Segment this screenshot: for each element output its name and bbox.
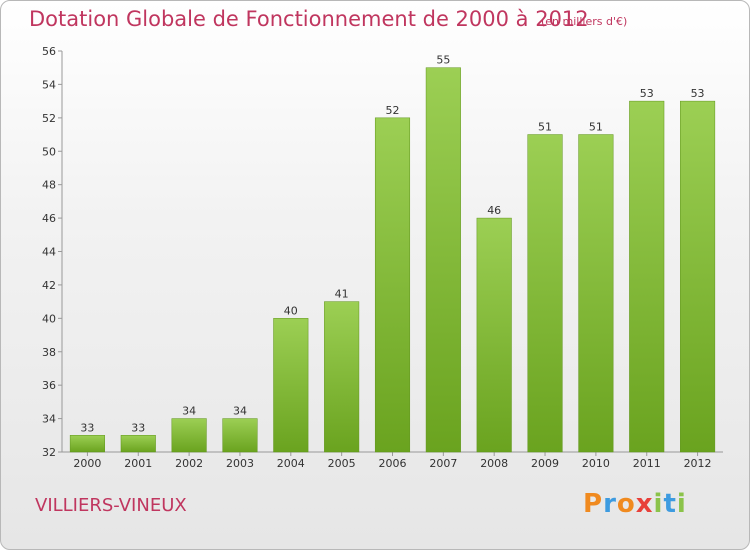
bar-2002: [171, 418, 207, 453]
data-label-2003: 34: [233, 405, 247, 418]
bar-2008: [476, 217, 512, 453]
data-label-2001: 33: [131, 421, 145, 434]
x-tick-label-2008: 2008: [480, 457, 508, 470]
x-tick-label-2010: 2010: [582, 457, 610, 470]
y-tick-label: 56: [42, 45, 56, 58]
y-tick-label: 40: [42, 312, 56, 325]
data-label-2000: 33: [80, 421, 94, 434]
y-tick-label: 42: [42, 279, 56, 292]
bar-2006: [374, 117, 411, 453]
data-label-2009: 51: [538, 121, 552, 134]
bar-2010: [578, 134, 614, 453]
bar-2003: [222, 418, 258, 453]
chart-title: Dotation Globale de Fonctionnement de 20…: [29, 7, 589, 31]
y-tick-label: 50: [42, 145, 56, 158]
chart-unit: (en milliers d'€): [541, 15, 628, 28]
y-tick-label: 46: [42, 212, 56, 225]
data-label-2011: 53: [640, 87, 654, 100]
data-label-2004: 40: [284, 304, 298, 317]
x-tick-label-2001: 2001: [124, 457, 152, 470]
y-tick-label: 54: [42, 78, 56, 91]
x-tick-label-2000: 2000: [73, 457, 101, 470]
bar-2001: [120, 435, 156, 453]
data-label-2006: 52: [386, 104, 400, 117]
y-tick-label: 44: [42, 246, 56, 259]
x-tick-label-2012: 2012: [684, 457, 712, 470]
x-tick-label-2007: 2007: [429, 457, 457, 470]
data-label-2008: 46: [487, 204, 501, 217]
y-tick-label: 48: [42, 179, 56, 192]
proxiti-logo: Proxiti: [583, 489, 687, 519]
bar-2011: [629, 100, 665, 453]
bar-2012: [680, 100, 716, 453]
y-tick-label: 38: [42, 346, 56, 359]
bar-2009: [527, 134, 563, 453]
x-tick-label-2006: 2006: [379, 457, 407, 470]
y-tick-label: 52: [42, 112, 56, 125]
y-tick-label: 36: [42, 379, 56, 392]
x-tick-label-2002: 2002: [175, 457, 203, 470]
bar-2000: [69, 435, 105, 453]
data-label-2005: 41: [335, 288, 349, 301]
bar-2007: [425, 67, 461, 453]
data-label-2012: 53: [691, 87, 705, 100]
bar-2004: [273, 318, 309, 453]
y-tick-label: 32: [42, 446, 56, 459]
town-name: VILLIERS-VINEUX: [35, 495, 187, 516]
data-label-2002: 34: [182, 405, 196, 418]
x-tick-label-2011: 2011: [633, 457, 661, 470]
y-tick-label: 34: [42, 413, 56, 426]
bar-2005: [324, 301, 360, 453]
x-tick-label-2005: 2005: [328, 457, 356, 470]
data-label-2007: 55: [436, 54, 450, 67]
x-tick-label-2009: 2009: [531, 457, 559, 470]
x-tick-label-2003: 2003: [226, 457, 254, 470]
x-tick-label-2004: 2004: [277, 457, 305, 470]
data-label-2010: 51: [589, 121, 603, 134]
